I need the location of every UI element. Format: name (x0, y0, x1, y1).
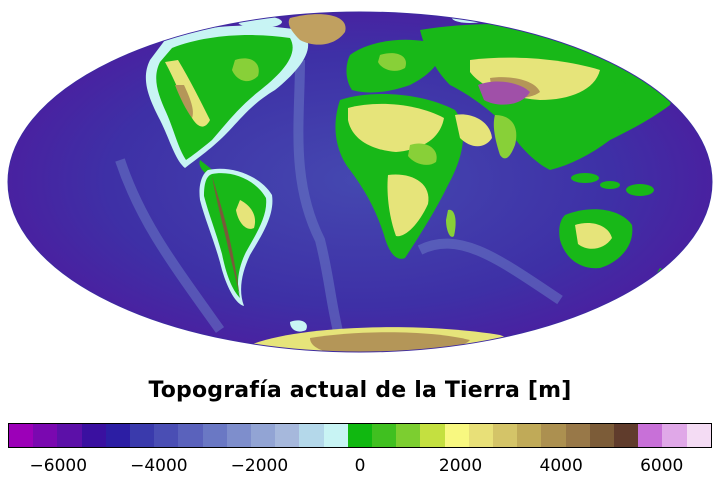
colorbar-tick-label: −6000 (29, 456, 88, 476)
region-tibet-plateau (478, 81, 530, 105)
colorbar-swatch (420, 424, 445, 447)
world-topography-map (7, 11, 713, 353)
colorbar-swatch (541, 424, 566, 447)
colorbar-tick-label: 0 (354, 456, 366, 476)
colorbar-swatch (468, 424, 494, 447)
colorbar-swatch (372, 424, 397, 447)
island-new-zealand (656, 268, 669, 294)
colorbar-swatch (154, 424, 179, 447)
colorbar-swatch (226, 424, 252, 447)
colorbar-ticks: −6000 −4000 −2000 0 2000 4000 6000 (0, 456, 720, 480)
colorbar-swatch (178, 424, 203, 447)
colorbar-tick-label: 2000 (438, 456, 483, 476)
elevation-colorbar (8, 423, 712, 448)
continent-australia (559, 209, 633, 269)
colorbar-swatch (638, 424, 663, 447)
colorbar-tick-label: 4000 (539, 456, 583, 476)
colorbar-swatch (299, 424, 324, 447)
colorbar-tick-label: −4000 (130, 456, 188, 476)
colorbar-swatch (9, 424, 34, 447)
continent-europe (346, 39, 441, 93)
colorbar-swatch (686, 424, 711, 447)
region-arabia (455, 114, 492, 147)
colorbar-swatch (493, 424, 518, 447)
colorbar-swatch (347, 424, 373, 447)
continent-south-america (199, 168, 273, 306)
colorbar-swatch (105, 424, 131, 447)
colorbar-swatch (589, 424, 615, 447)
colorbar-swatch (57, 424, 82, 447)
colorbar-swatch (251, 424, 276, 447)
continent-greenland (288, 14, 346, 45)
continent-africa (335, 94, 464, 259)
colorbar-tick-label: −2000 (230, 456, 289, 476)
colorbar-swatch (323, 424, 348, 447)
mid-ocean-ridges (115, 59, 563, 342)
map-title: Topografía actual de la Tierra [m] (148, 378, 572, 403)
islands-indonesia (571, 173, 654, 196)
colorbar-swatch (565, 424, 590, 447)
globe-outline (7, 11, 713, 353)
island-japan (616, 80, 629, 112)
colorbar-tick-label: 6000 (640, 456, 684, 476)
colorbar-swatch (444, 424, 469, 447)
colorbar-swatch (275, 424, 300, 447)
colorbar-swatch (662, 424, 687, 447)
colorbar-swatch (517, 424, 542, 447)
colorbar-swatch (202, 424, 227, 447)
map-globe (8, 12, 712, 352)
colorbar-swatch (130, 424, 155, 447)
colorbar-swatch (614, 424, 639, 447)
colorbar-swatch (396, 424, 421, 447)
colorbar-swatch (33, 424, 58, 447)
colorbar-swatch (81, 424, 106, 447)
